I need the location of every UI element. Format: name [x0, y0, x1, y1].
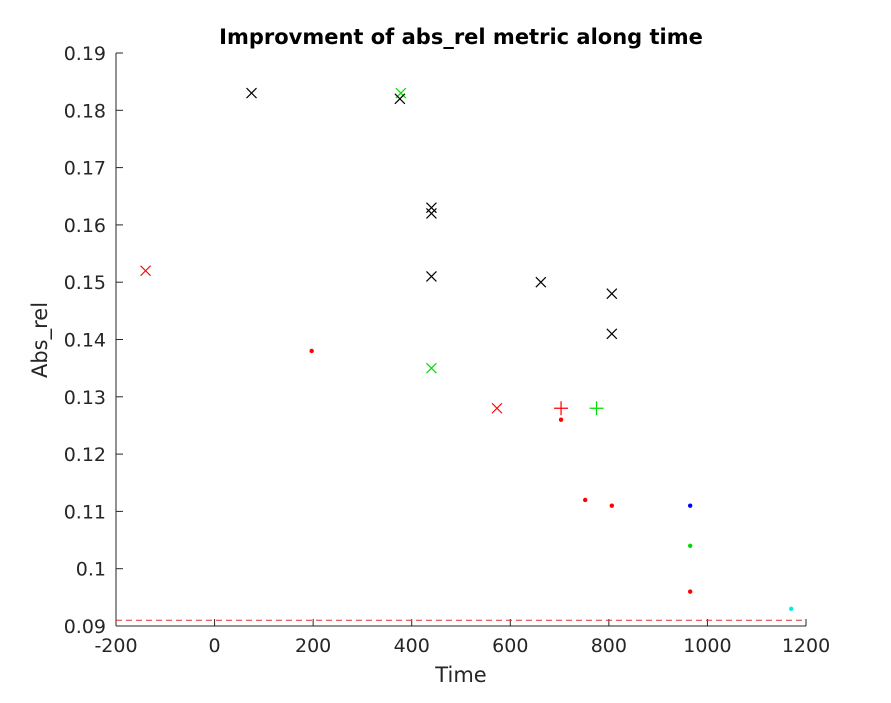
data-point-dot	[583, 497, 588, 503]
y-tick-label: 0.11	[64, 501, 106, 523]
x-tick-label: 1200	[782, 635, 830, 657]
data-point-plus	[589, 401, 604, 416]
data-point-x	[394, 93, 406, 105]
x-tick-label: -200	[94, 635, 137, 657]
data-point-x	[606, 288, 618, 300]
data-point-x	[426, 362, 437, 374]
data-point-x	[246, 87, 257, 99]
data-point-dot	[609, 503, 615, 508]
data-point-x	[535, 276, 547, 288]
data-point-dot	[687, 543, 693, 548]
y-tick-label: 0.14	[64, 330, 106, 352]
y-tick-label: 0.15	[64, 272, 106, 294]
y-tick-label: 0.13	[64, 387, 106, 409]
data-point-dot	[309, 348, 314, 354]
data-point-x	[491, 402, 503, 414]
data-point-dot	[687, 589, 693, 594]
y-axis-label: Abs_rel	[28, 302, 53, 378]
data-point-dot	[789, 606, 794, 612]
data-point-plus	[554, 401, 569, 416]
data-point-x	[426, 208, 437, 219]
data-point-dot	[558, 417, 564, 422]
y-tick-label: 0.16	[64, 215, 106, 237]
data-point-dot	[687, 503, 693, 508]
x-tick-label: 600	[492, 635, 528, 657]
y-tick-label: 0.19	[64, 43, 106, 65]
x-tick-label: 200	[295, 635, 331, 657]
data-marks	[116, 87, 806, 621]
y-tick-label: 0.17	[64, 158, 106, 180]
x-tick-label: 400	[394, 635, 430, 657]
x-tick-label: 1000	[683, 635, 731, 657]
data-point-x	[140, 265, 151, 277]
y-tick-label: 0.18	[64, 100, 106, 122]
x-axis-label: Time	[434, 663, 486, 687]
x-tick-label: 800	[591, 635, 627, 657]
y-tick-label: 0.12	[64, 444, 106, 466]
data-point-x	[606, 328, 618, 340]
y-tick-label: 0.09	[64, 616, 106, 638]
y-tick-label: 0.1	[76, 559, 106, 581]
x-tick-label: 0	[209, 635, 221, 657]
data-point-x	[426, 202, 437, 214]
data-point-x	[426, 271, 437, 282]
axes: -200 0 200 400 600 800 1000 1200 0.09 0.1 0.11 0.12…	[64, 43, 830, 657]
chart-title: Improvment of abs_rel metric along time	[219, 25, 703, 49]
